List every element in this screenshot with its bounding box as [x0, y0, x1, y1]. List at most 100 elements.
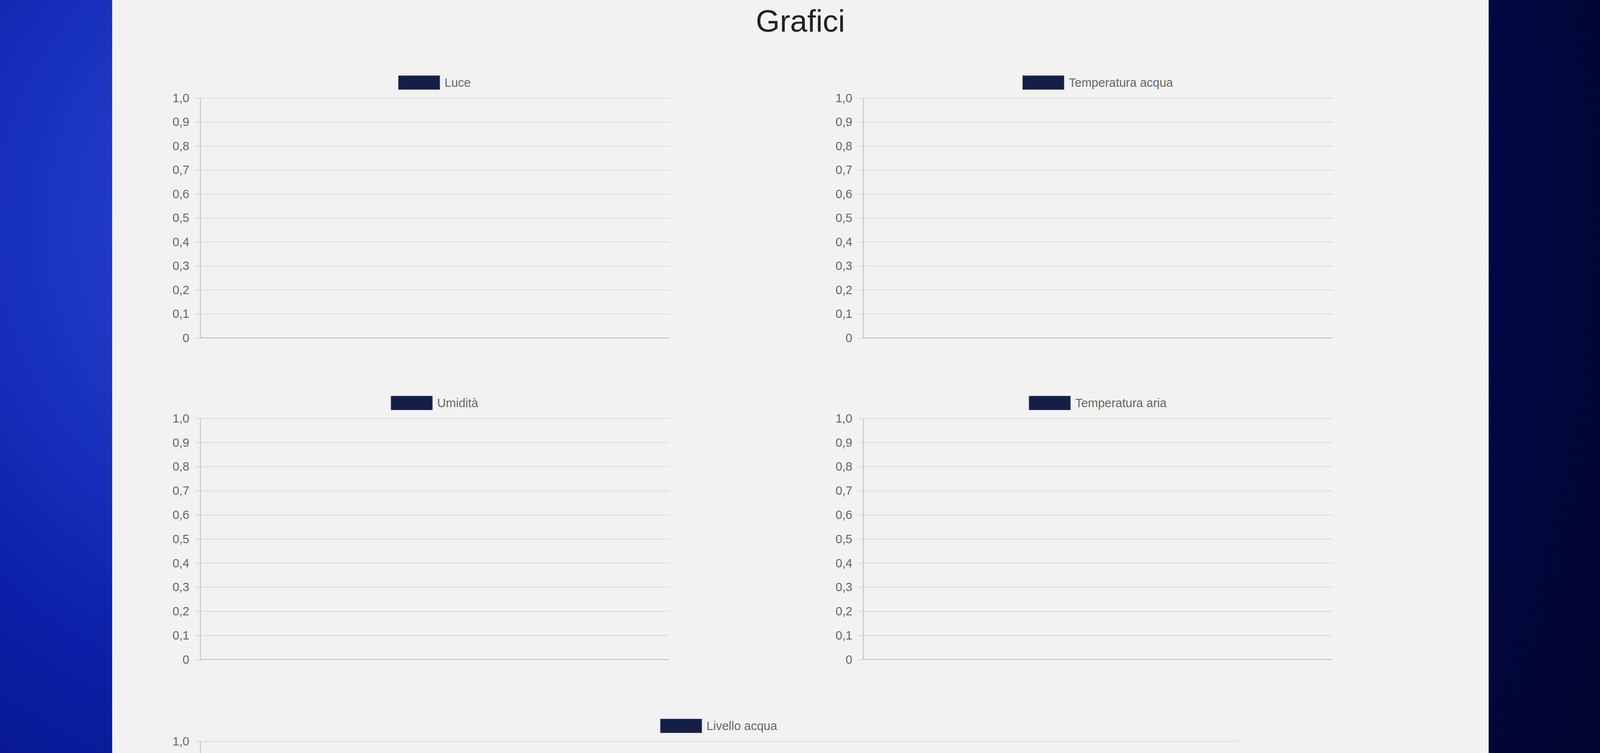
y-tick: 0,5 [835, 532, 864, 546]
tick-label: 0,1 [835, 628, 853, 642]
y-tick: 1,0 [835, 411, 864, 425]
tick-mark [195, 169, 201, 171]
grid-line [858, 562, 1333, 564]
legend-item[interactable]: Temperatura aria [1029, 396, 1167, 410]
y-tick: 0,6 [172, 507, 201, 522]
tick-label: 1,0 [172, 91, 190, 105]
tick-label: 0,8 [172, 459, 190, 473]
grid-line [195, 241, 670, 243]
grid-line [858, 417, 1333, 419]
grid-line [195, 313, 670, 315]
tick-mark [858, 635, 864, 636]
tick-label: 0,1 [172, 306, 190, 321]
grid-line [195, 169, 670, 171]
legend: Temperatura acqua [1022, 75, 1174, 90]
y-tick: 0,2 [835, 604, 864, 618]
tick-mark [858, 97, 864, 99]
grid-line [195, 514, 670, 515]
y-tick: 1,0 [172, 411, 201, 425]
grid [195, 418, 670, 660]
grid-line [858, 217, 1333, 219]
tick-mark [195, 145, 201, 147]
tick-mark [858, 586, 864, 588]
tick-label: 0,9 [835, 115, 853, 129]
tick-label: 0,9 [172, 435, 190, 450]
legend-label[interactable]: Livello acqua [706, 718, 778, 733]
y-tick: 0 [182, 331, 201, 345]
tick-label: 0,7 [835, 163, 853, 177]
y-tick: 0,5 [172, 210, 201, 225]
grid [858, 97, 1333, 338]
grid-line [858, 97, 1333, 99]
tick-mark [195, 610, 201, 612]
y-axis: 00,10,20,30,40,50,60,70,80,91,0 [835, 91, 864, 345]
legend-swatch[interactable] [1029, 396, 1071, 410]
y-tick: 0 [845, 331, 864, 345]
legend-item[interactable]: Umidità [391, 396, 479, 410]
y-tick: 0,2 [835, 283, 864, 297]
legend-item[interactable]: Luce [398, 75, 471, 90]
y-tick: 0,9 [172, 435, 201, 450]
tick-mark [195, 490, 201, 492]
grid-line [858, 145, 1333, 147]
y-tick: 0,9 [835, 115, 864, 129]
tick-mark [195, 586, 201, 588]
tick-label: 0,8 [835, 459, 853, 473]
y-tick: 0,6 [172, 187, 201, 201]
legend-label[interactable]: Umidità [437, 396, 479, 410]
tick-label: 1,0 [172, 734, 190, 748]
legend-label[interactable]: Temperatura acqua [1068, 75, 1174, 90]
legend: Luce [398, 75, 471, 90]
tick-mark [858, 265, 864, 267]
legend-swatch[interactable] [660, 718, 702, 733]
legend-swatch[interactable] [391, 396, 433, 410]
x-axis-line [863, 658, 1333, 660]
y-axis: 1,0 [172, 734, 201, 753]
tick-label: 0,5 [835, 210, 853, 225]
tick-mark [858, 337, 864, 339]
tick-label: 0,2 [835, 283, 853, 297]
grid-line [195, 610, 670, 612]
legend-swatch[interactable] [398, 75, 440, 90]
tick-label: 0 [845, 331, 853, 345]
tick-label: 0 [182, 652, 190, 666]
tick-label: 0,3 [172, 580, 190, 594]
tick-label: 0,4 [172, 556, 190, 570]
legend-label[interactable]: Luce [444, 75, 471, 90]
legend-item[interactable]: Temperatura acqua [1022, 75, 1174, 90]
legend-label[interactable]: Temperatura aria [1075, 396, 1167, 410]
tick-label: 0,4 [835, 556, 853, 570]
grid-line [858, 634, 1333, 636]
y-tick: 0,2 [172, 604, 201, 618]
tick-label: 1,0 [835, 91, 853, 105]
tick-label: 0,4 [835, 235, 853, 249]
tick-label: 0,6 [835, 187, 853, 201]
grid-line [858, 289, 1333, 291]
tick-label: 0,2 [172, 604, 190, 618]
tick-mark [195, 418, 201, 420]
chart: 00,10,20,30,40,50,60,70,80,91,0Temperatu… [835, 396, 1333, 666]
tick-label: 0,3 [835, 258, 853, 273]
y-tick: 0,4 [172, 235, 201, 249]
y-tick: 1,0 [835, 91, 864, 105]
y-tick: 0,3 [835, 580, 864, 594]
y-tick: 0,3 [172, 580, 201, 594]
y-tick: 0,6 [835, 187, 864, 201]
y-axis: 00,10,20,30,40,50,60,70,80,91,0 [835, 411, 864, 666]
grid-line [858, 514, 1333, 515]
tick-mark [195, 562, 201, 564]
grid-line [195, 337, 670, 339]
grid-line [195, 417, 670, 419]
y-tick: 0,1 [835, 628, 864, 642]
legend-swatch[interactable] [1022, 75, 1064, 90]
page-title: Grafici [112, 3, 1489, 39]
y-axis: 00,10,20,30,40,50,60,70,80,91,0 [172, 91, 201, 345]
tick-mark [195, 635, 201, 636]
tick-mark [195, 265, 201, 267]
grid-line [195, 265, 670, 267]
tick-mark [858, 289, 864, 291]
tick-mark [195, 289, 201, 291]
grid-line [858, 169, 1333, 171]
legend-item[interactable]: Livello acqua [660, 718, 778, 733]
tick-mark [858, 418, 864, 420]
